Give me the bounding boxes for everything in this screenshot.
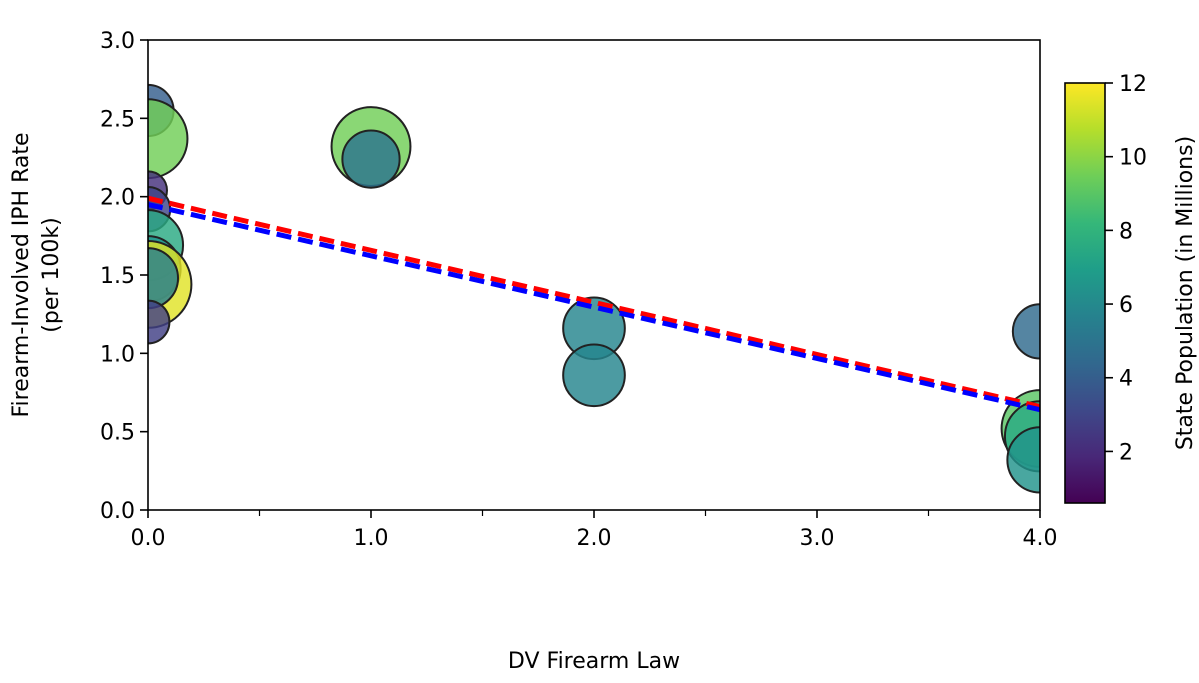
y-axis: 0.0 0.5 1.0 1.5 2.0 2.5 3.0	[100, 29, 148, 524]
y-tick-label-1: 0.5	[100, 421, 135, 446]
data-point-7	[148, 247, 180, 310]
data-point-12	[562, 343, 626, 408]
colorbar: 2 4 6 8 10 12 State Population (in Millions)	[1064, 72, 1198, 504]
colorbar-tick-label-2: 6	[1119, 293, 1133, 318]
y-tick-label-3: 1.5	[100, 264, 135, 289]
x-tick-label-0: 0.0	[131, 526, 166, 551]
x-tick-label-3: 3.0	[800, 526, 835, 551]
colorbar-tick-label-0: 2	[1119, 440, 1133, 465]
x-tick-label-2: 2.0	[577, 526, 612, 551]
colorbar-tick-label-3: 8	[1119, 219, 1133, 244]
y-tick-label-0: 0.0	[100, 499, 135, 524]
y-tick-label-6: 3.0	[100, 29, 135, 54]
colorbar-ticks: 2 4 6 8 10 12	[1105, 72, 1147, 465]
colorbar-tick-label-1: 4	[1119, 367, 1133, 392]
fit-line-1	[148, 202, 1040, 413]
x-axis-title: DV Firearm Law	[508, 649, 680, 674]
y-axis-title: Firearm-Involved IPH Rate	[9, 132, 34, 417]
y-tick-label-5: 2.5	[100, 107, 135, 132]
colorbar-title: State Population (in Millions)	[1173, 136, 1198, 450]
y-tick-label-2: 1.0	[100, 342, 135, 367]
data-point-1	[148, 98, 189, 180]
colorbar-tick-label-5: 12	[1119, 72, 1147, 97]
colorbar-tick-label-4: 10	[1119, 146, 1147, 171]
bubble-layer	[148, 83, 1040, 494]
x-axis: 0.0 1.0 2.0 3.0 4.0	[131, 510, 1058, 551]
y-axis-title-line2: (per 100k)	[39, 217, 64, 332]
data-point-10	[341, 129, 401, 189]
data-point-13	[1011, 303, 1040, 360]
x-tick-label-4: 4.0	[1023, 526, 1058, 551]
colorbar-gradient	[1064, 82, 1106, 504]
plot-frame	[147, 39, 1041, 511]
x-tick-label-1: 1.0	[354, 526, 389, 551]
y-tick-label-4: 2.0	[100, 186, 135, 211]
fit-lines	[148, 195, 1040, 413]
